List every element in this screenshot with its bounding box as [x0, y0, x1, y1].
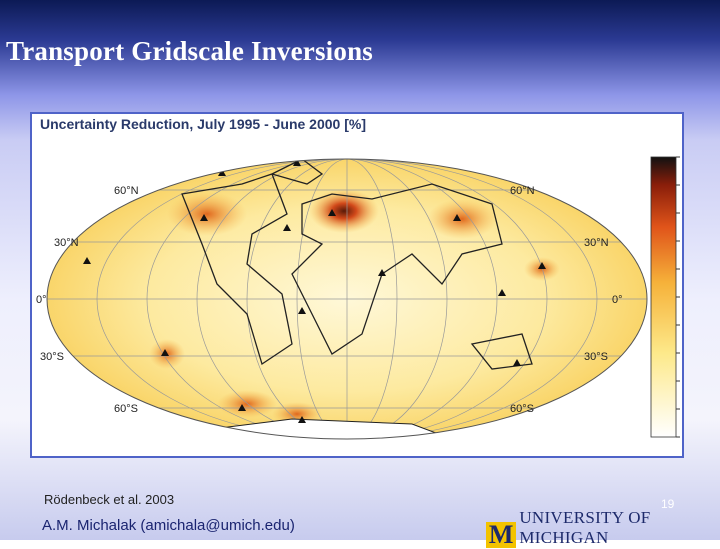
latitude-label: 30°N	[54, 237, 79, 249]
map	[47, 159, 647, 439]
latitude-label: 60°S	[510, 403, 534, 415]
figure: Uncertainty Reduction, July 1995 - June …	[30, 112, 695, 458]
latitude-label: 30°S	[584, 351, 608, 363]
latitude-label: 30°N	[584, 237, 609, 249]
latitude-label: 30°S	[40, 351, 64, 363]
author: A.M. Michalak (amichala@umich.edu)	[42, 517, 295, 534]
latitude-label: 60°N	[510, 185, 535, 197]
citation: Rödenbeck et al. 2003	[44, 492, 175, 507]
figure-title: Uncertainty Reduction, July 1995 - June …	[40, 116, 366, 132]
latitude-label: 60°S	[114, 403, 138, 415]
slide-title: Transport Gridscale Inversions	[6, 36, 374, 66]
logo-text: UNIVERSITY OF MICHIGAN	[519, 508, 651, 547]
map-figure: Uncertainty Reduction, July 1995 - June …	[36, 116, 695, 444]
logo-mark: M	[486, 522, 517, 548]
latitude-label: 0°	[36, 294, 47, 306]
colorbar	[650, 156, 677, 438]
logo: M UNIVERSITY OF MICHIGAN	[486, 508, 720, 548]
slide-number: 19	[661, 497, 675, 511]
latitude-label: 0°	[612, 294, 623, 306]
latitude-label: 60°N	[114, 185, 139, 197]
